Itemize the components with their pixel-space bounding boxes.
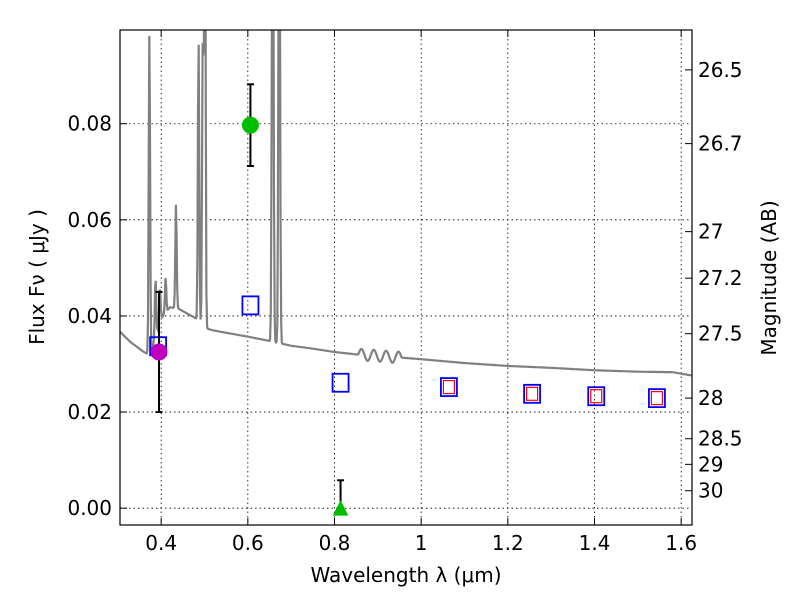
y-tick-label: 0.00: [67, 496, 112, 520]
y2-tick-label: 27.2: [698, 266, 743, 290]
x-tick-label: 0.4: [145, 531, 177, 555]
observed-point: [150, 343, 168, 361]
y-tick-label: 0.06: [67, 208, 112, 232]
y2-tick-label: 28: [698, 386, 723, 410]
axes-layer: 0.4 0.6 0.8 1 1.2 1.4 1.6 0.00 0.02 0.04 0.06 0.08 2…: [67, 30, 743, 555]
x-axis-title: Wavelength λ (μm): [310, 563, 501, 587]
points-layer: [149, 83, 666, 516]
y2-tick-label: 28.5: [698, 427, 743, 451]
model-photometry-square-blue: [439, 377, 458, 397]
spectrum-layer: [120, 30, 692, 377]
y-tick-label: 0.04: [67, 304, 112, 328]
y2-axis-title: Magnitude (AB): [757, 200, 781, 355]
x-tick-label: 1.6: [665, 531, 697, 555]
x-tick-label: 0.6: [232, 531, 264, 555]
x-tick-label: 1.2: [492, 531, 524, 555]
y2-tick-label: 27: [698, 220, 723, 244]
plot-frame: [119, 29, 693, 526]
x-tick-label: 0.8: [319, 531, 351, 555]
spectrum-line: [120, 30, 692, 377]
observed-upper-limit-triangle: [332, 500, 349, 516]
y-axis-title: Flux Fν ( μJy ): [25, 209, 49, 345]
y2-tick-label: 26.5: [698, 58, 743, 82]
model-photometry-square-blue: [331, 372, 350, 393]
y-tick-label: 0.08: [67, 112, 112, 136]
model-photometry-square-blue: [587, 386, 606, 407]
grid-layer: [120, 30, 692, 525]
y2-tick-label: 29: [698, 452, 723, 476]
observed-point: [241, 116, 259, 134]
model-photometry-square-red: [525, 386, 539, 401]
model-photometry-square-blue: [648, 388, 666, 409]
model-photometry-square-red: [442, 379, 455, 395]
x-tick-label: 1.4: [579, 531, 611, 555]
model-photometry-square-blue: [523, 383, 541, 404]
model-photometry-square-red: [590, 389, 603, 404]
x-tick-label: 1: [415, 531, 428, 555]
y2-tick-label: 26.7: [698, 132, 743, 156]
y2-tick-label: 27.5: [698, 322, 743, 346]
model-photometry-square-blue: [241, 295, 260, 316]
model-photometry-square-red: [650, 391, 664, 406]
y2-tick-label: 30: [698, 479, 723, 503]
y-tick-label: 0.02: [67, 400, 112, 424]
